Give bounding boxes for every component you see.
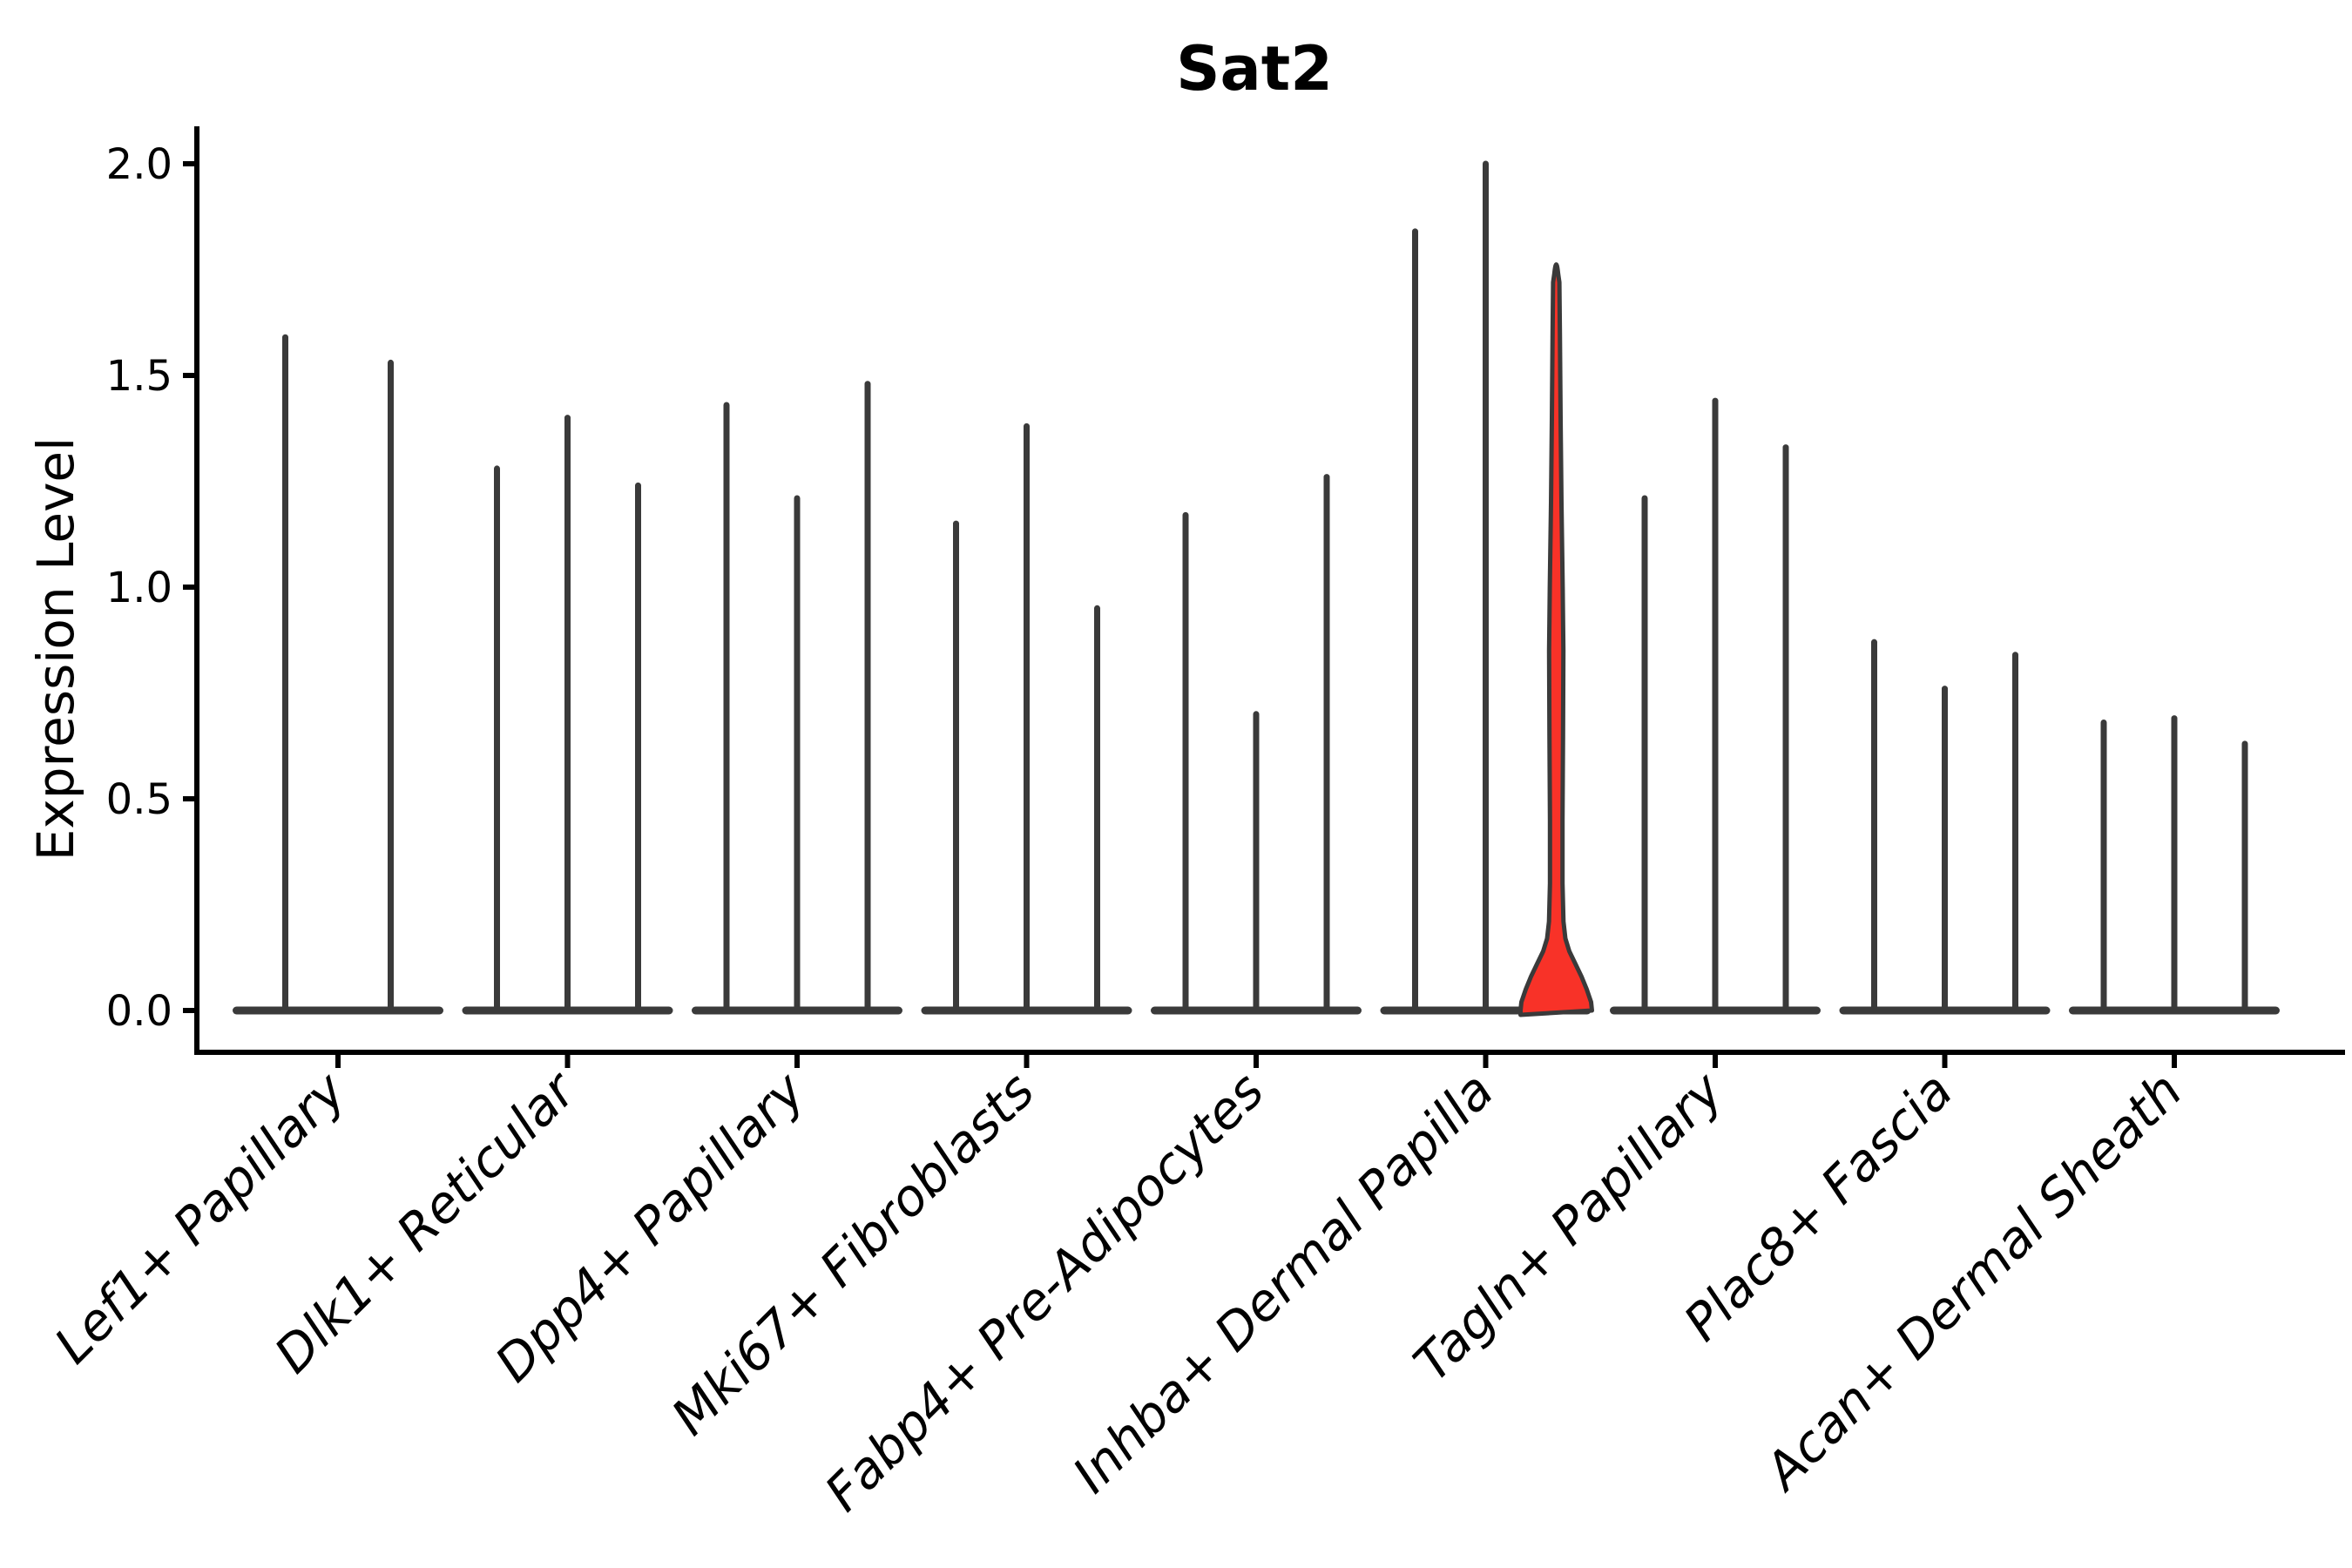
- x-tick-label: Inhba+ Dermal Papilla: [1061, 1061, 1504, 1504]
- violins: [233, 160, 2280, 1017]
- violin-group: [921, 422, 1132, 1015]
- violin-group: [1839, 639, 2051, 1015]
- violin-group: [692, 381, 902, 1015]
- plot-title: Sat2: [1176, 33, 1333, 105]
- y-tick-label: 1.5: [106, 352, 172, 401]
- y-tick-label: 0.5: [106, 775, 172, 824]
- violin-base: [233, 1006, 443, 1015]
- y-tick-label: 2.0: [106, 140, 172, 189]
- x-tick-label: Fabp4+ Pre-Adipocytes: [814, 1061, 1275, 1523]
- violin-group: [1380, 160, 1594, 1017]
- y-tick-label: 1.0: [106, 564, 172, 612]
- violin-group: [2069, 715, 2280, 1015]
- violin-group: [462, 415, 673, 1015]
- y-tick-label: 0.0: [106, 987, 172, 1036]
- y-axis-label: Expression Level: [26, 437, 85, 861]
- violin-group: [233, 334, 443, 1015]
- x-tick-label: Acan+ Dermal Sheath: [1751, 1061, 2193, 1504]
- violin-group: [1610, 397, 1821, 1015]
- violin-highlighted: [1518, 262, 1594, 1017]
- violin-group: [1151, 474, 1362, 1015]
- y-axis: 0.0 0.5 1.0 1.5 2.0: [106, 140, 197, 1036]
